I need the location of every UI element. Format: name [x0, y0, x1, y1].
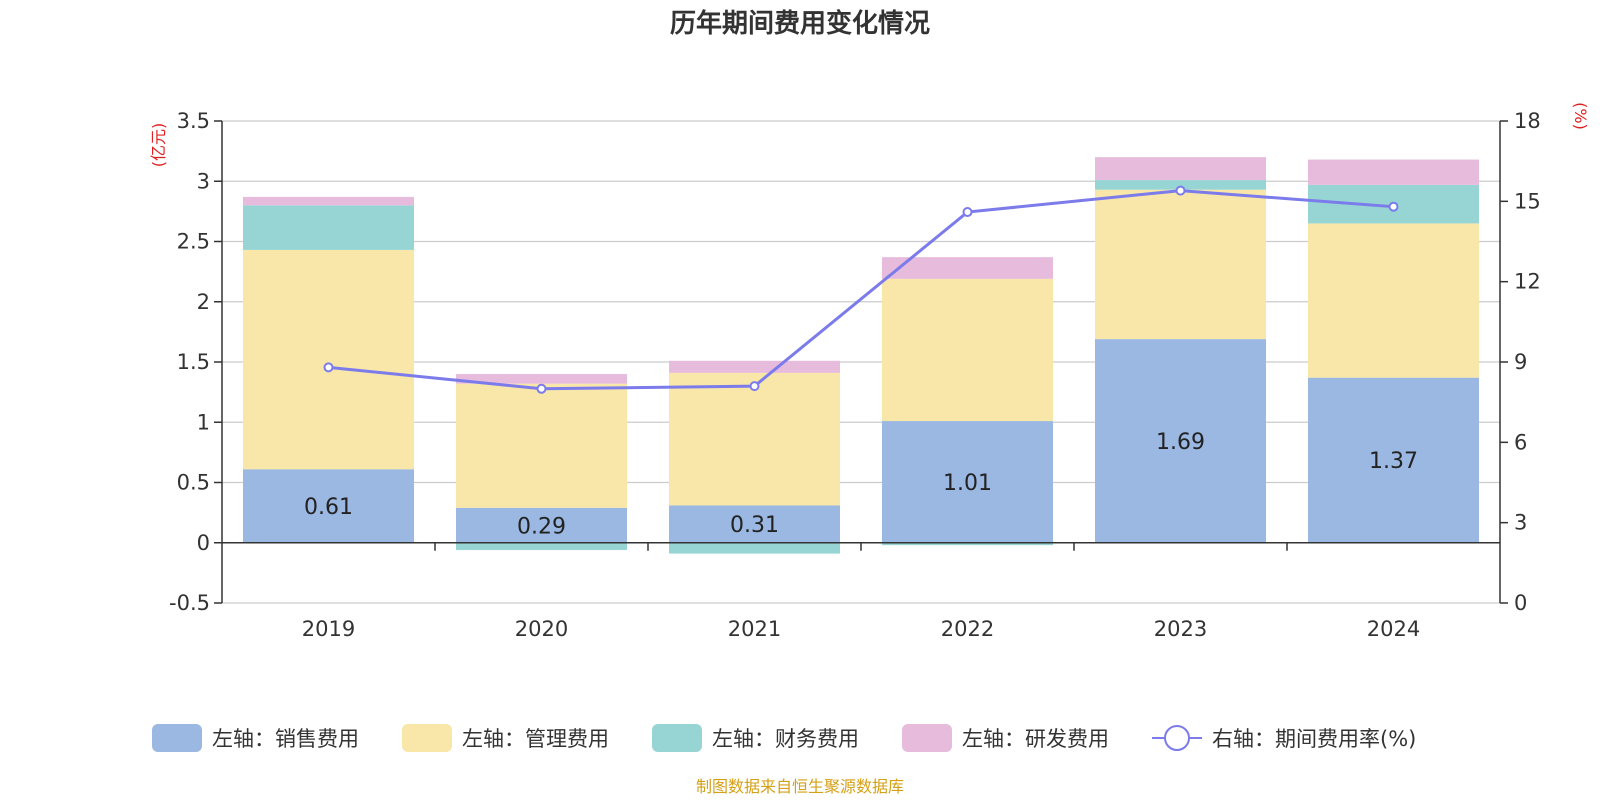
- bar-data-label: 1.37: [1369, 449, 1418, 474]
- bar-data-label: 0.29: [517, 514, 566, 539]
- left-tick-label: 1.5: [177, 350, 210, 374]
- bar-segment-2-2020: [456, 383, 627, 508]
- bar-segment-2-2024: [1308, 223, 1479, 378]
- legend: 左轴：销售费用 左轴：管理费用 左轴：财务费用 左轴：研发费用 右轴：期间费用率(%): [152, 724, 1416, 752]
- right-tick-label: 18: [1514, 109, 1541, 133]
- right-tick-label: 0: [1514, 591, 1527, 615]
- bar-data-label: 0.31: [730, 513, 779, 538]
- bar-segment-4-2022: [882, 257, 1053, 279]
- expense-rate-point-2021: [749, 381, 760, 392]
- bar-segment-1-2021: [669, 505, 840, 543]
- legend-item-5: 右轴：期间费用率(%): [1152, 725, 1416, 751]
- expense-rate-point-2020: [536, 383, 547, 394]
- expense-rate-point-2023: [1175, 185, 1186, 196]
- x-tick-label: 2023: [1154, 617, 1207, 641]
- legend-label: 左轴：财务费用: [712, 727, 859, 751]
- right-tick-label: 3: [1514, 511, 1527, 535]
- left-tick-label: 3.5: [177, 109, 210, 133]
- bar-segment-4-2020: [456, 374, 627, 384]
- left-tick-label: -0.5: [169, 591, 210, 615]
- bar-segment-3-2022: [882, 542, 1053, 546]
- right-tick-label: 6: [1514, 430, 1527, 454]
- bar-segment-4-2023: [1095, 157, 1266, 181]
- bar-segment-4-2021: [669, 360, 840, 373]
- right-axis-ticks: 18 15 12 9 6 3 0: [1500, 109, 1541, 615]
- left-tick-label: 2: [197, 290, 210, 314]
- bar-data-label: 0.61: [304, 495, 353, 520]
- bar-segment-2-2022: [882, 278, 1053, 422]
- bar-segment-2-2023: [1095, 189, 1266, 340]
- x-tick-label: 2022: [941, 617, 994, 641]
- left-tick-label: 2.5: [177, 230, 210, 254]
- legend-label: 左轴：研发费用: [962, 727, 1109, 751]
- bar-data-labels: 0.61 0.29 0.31 1.01 1.69 1.37: [304, 430, 1418, 539]
- x-tick-label: 2024: [1367, 617, 1420, 641]
- chart-title: 历年期间费用变化情况: [670, 8, 930, 39]
- legend-item-4: 左轴：研发费用: [902, 724, 1109, 752]
- bar-segment-1-2024: [1308, 377, 1479, 543]
- x-tick-label: 2021: [728, 617, 781, 641]
- bar-segment-1-2020: [456, 507, 627, 543]
- left-tick-label: 0.5: [177, 471, 210, 495]
- bar-segment-3-2021: [669, 542, 840, 554]
- x-tick-label: 2020: [515, 617, 568, 641]
- bar-segment-2-2021: [669, 372, 840, 506]
- expense-rate-line: [328, 189, 1394, 391]
- expense-rate-point-2022: [962, 207, 973, 218]
- bar-segment-3-2023: [1095, 180, 1266, 190]
- expense-rate-line-group: [323, 185, 1399, 394]
- bar-segment-4-2024: [1308, 159, 1479, 185]
- bar-series-group: [243, 157, 1479, 554]
- x-axis-ticks: 2019 2020 2021 2022 2023 2024: [302, 542, 1420, 641]
- legend-label: 左轴：销售费用: [212, 727, 359, 751]
- bar-segment-3-2019: [243, 205, 414, 250]
- legend-swatch: [152, 724, 202, 752]
- bar-segment-1-2023: [1095, 339, 1266, 543]
- legend-item-2: 左轴：管理费用: [402, 724, 609, 752]
- bar-segment-1-2019: [243, 469, 414, 543]
- bar-segment-1-2022: [882, 421, 1053, 543]
- legend-item-3: 左轴：财务费用: [652, 724, 859, 752]
- bar-data-label: 1.01: [943, 471, 992, 496]
- bar-data-label: 1.69: [1156, 430, 1205, 455]
- legend-item-1: 左轴：销售费用: [152, 724, 359, 752]
- left-tick-label: 1: [197, 410, 210, 434]
- right-axis-unit: (%): [1571, 102, 1590, 130]
- right-tick-label: 12: [1514, 270, 1541, 294]
- legend-swatch: [902, 724, 952, 752]
- expense-rate-point-2019: [323, 362, 334, 373]
- right-tick-label: 15: [1514, 189, 1541, 213]
- legend-label: 右轴：期间费用率(%): [1212, 727, 1416, 751]
- left-tick-label: 3: [197, 169, 210, 193]
- left-axis-ticks: 3.5 3 2.5 2 1.5 1 0.5 0 -0.5: [169, 109, 222, 615]
- source-note: 制图数据来自恒生聚源数据库: [696, 777, 904, 796]
- x-tick-label: 2019: [302, 617, 355, 641]
- legend-swatch: [652, 724, 702, 752]
- legend-label: 左轴：管理费用: [462, 727, 609, 751]
- legend-marker-icon: [1164, 725, 1190, 751]
- legend-swatch: [402, 724, 452, 752]
- grid-lines: [222, 120, 1500, 604]
- left-tick-label: 0: [197, 531, 210, 555]
- bar-segment-3-2020: [456, 542, 627, 550]
- bar-segment-2-2019: [243, 249, 414, 470]
- expense-rate-point-2024: [1388, 201, 1399, 212]
- left-axis-unit: (亿元): [149, 123, 168, 168]
- right-tick-label: 9: [1514, 350, 1527, 374]
- bar-segment-4-2019: [243, 196, 414, 206]
